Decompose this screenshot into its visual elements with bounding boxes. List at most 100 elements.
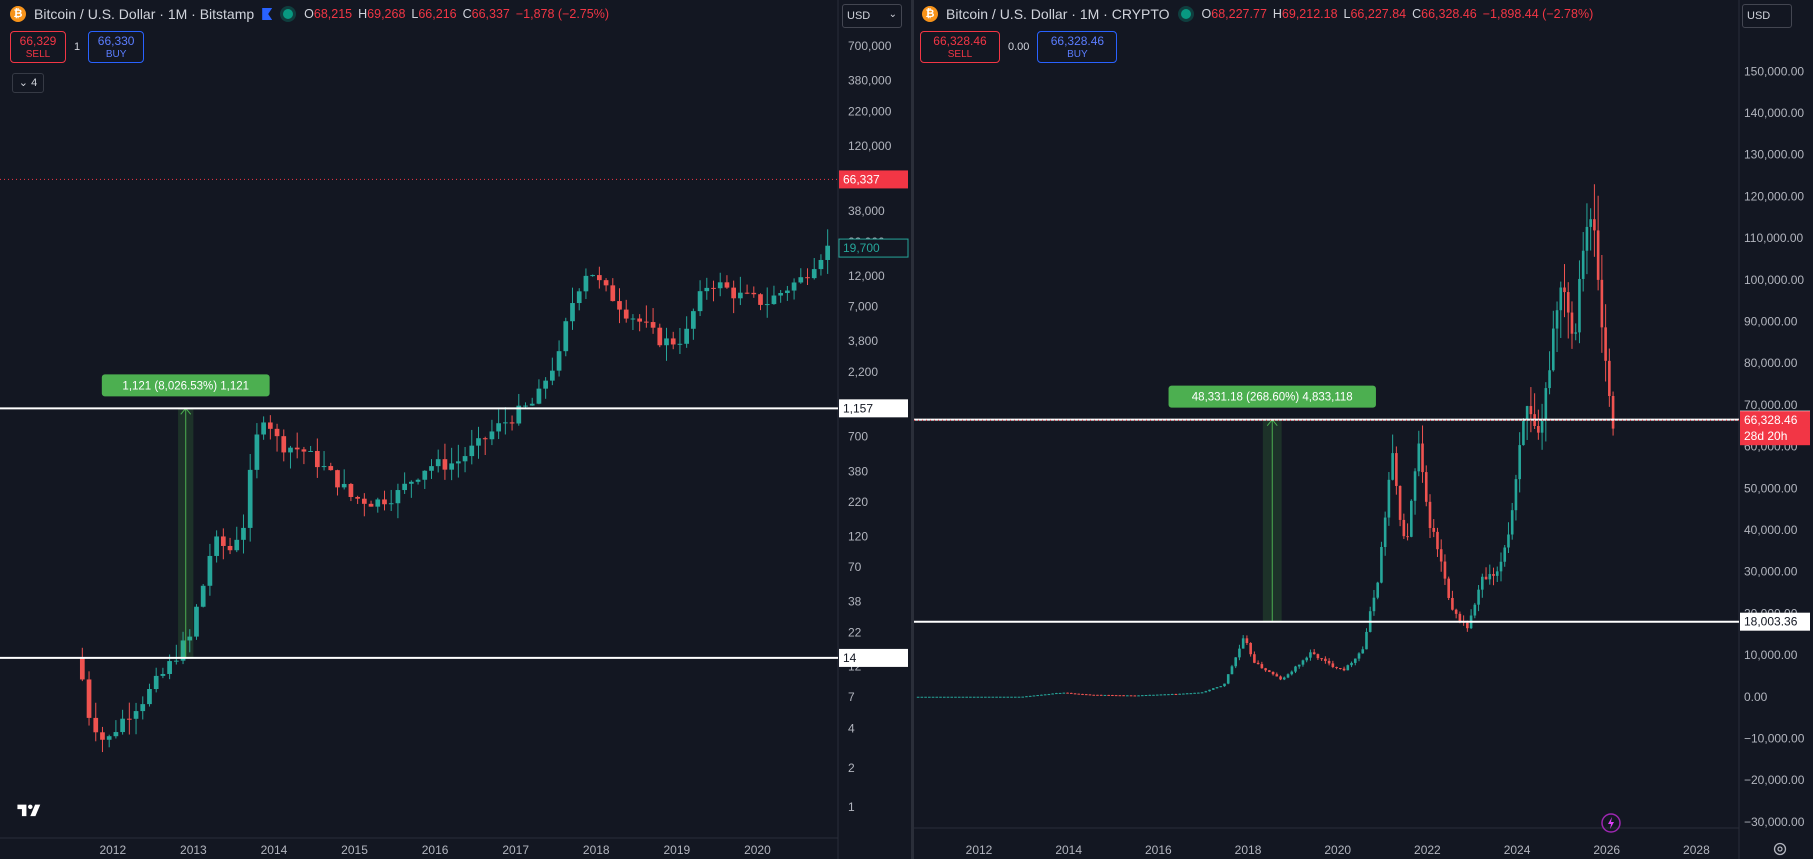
- candle-body: [1148, 694, 1152, 696]
- market-open-icon: [283, 9, 294, 19]
- candle-body: [1260, 664, 1264, 669]
- candle-body: [999, 696, 1002, 698]
- right-currency-select[interactable]: USD: [1742, 4, 1792, 28]
- candle-body: [664, 338, 669, 346]
- left-chart-canvas[interactable]: 700,000380,000220,000120,00065,00038,000…: [0, 0, 911, 859]
- candle-body: [939, 696, 942, 698]
- candle-body: [422, 470, 428, 480]
- candle-body: [570, 303, 575, 322]
- tradingview-logo[interactable]: [14, 802, 44, 820]
- candle-body: [1473, 604, 1477, 616]
- candle-body: [1058, 692, 1062, 694]
- candle-body: [294, 447, 300, 450]
- candle-body: [167, 661, 172, 674]
- left-currency-select[interactable]: USD ⌄: [842, 4, 902, 28]
- y-tick-label: −20,000.00: [1744, 773, 1805, 787]
- candle-body: [442, 459, 448, 470]
- left-symbol-title[interactable]: Bitcoin / U.S. Dollar · 1M · Bitstamp: [34, 6, 255, 22]
- price-label: 66,328.46: [1744, 413, 1798, 427]
- y-tick-label: 70: [848, 560, 862, 574]
- candle-body: [1241, 638, 1245, 649]
- candle-body: [758, 294, 763, 305]
- candle-body: [1043, 694, 1047, 696]
- candle-body: [496, 423, 501, 432]
- candle-body: [1585, 226, 1589, 251]
- candle-body: [1353, 658, 1357, 663]
- candle-body: [234, 539, 240, 551]
- left-chart-pane[interactable]: 700,000380,000220,000120,00065,00038,000…: [0, 0, 911, 859]
- candle-body: [1439, 549, 1443, 562]
- candle-body: [1051, 693, 1054, 695]
- candle-body: [957, 696, 961, 698]
- candle-body: [1144, 695, 1148, 697]
- candle-body: [529, 403, 535, 406]
- candle-body: [791, 282, 797, 291]
- x-tick-label: 2017: [502, 843, 529, 857]
- settings-gear-icon[interactable]: [1772, 841, 1788, 857]
- candle-body: [778, 293, 784, 296]
- right-buy-button[interactable]: 66,328.46 BUY: [1037, 31, 1118, 63]
- candle-body: [1540, 419, 1544, 433]
- right-chart-canvas[interactable]: 150,000.00 140,000.00 130,000.00 120,000.00…: [914, 0, 1813, 859]
- candle-body: [965, 696, 968, 698]
- candle-body: [1081, 693, 1084, 695]
- flag-icon[interactable]: [262, 8, 273, 20]
- indicators-toggle-button[interactable]: ⌄ 4: [12, 73, 44, 93]
- candle-body: [1189, 693, 1193, 695]
- right-ohlc: O68,227.77 H69,212.18 L66,227.84 C66,328…: [1201, 7, 1594, 21]
- candle-body: [1305, 657, 1309, 661]
- candle-body: [1406, 536, 1409, 538]
- candle-body: [1312, 652, 1316, 655]
- candle-body: [1167, 694, 1170, 696]
- candle-body: [153, 675, 159, 689]
- candle-body: [194, 606, 199, 637]
- candle-body: [1092, 694, 1096, 696]
- right-chart-pane[interactable]: 150,000.00 140,000.00 130,000.00 120,000.00…: [914, 0, 1813, 859]
- candle-body: [1211, 688, 1215, 690]
- candle-body: [1234, 657, 1238, 667]
- candle-body: [1488, 574, 1492, 580]
- candle-body: [214, 536, 219, 556]
- candle-body: [1036, 695, 1039, 697]
- candle-body: [751, 292, 757, 295]
- candle-body: [1525, 406, 1529, 421]
- candle-body: [1155, 694, 1159, 696]
- candle-body: [1391, 453, 1394, 480]
- sparkle-icon[interactable]: [1600, 812, 1622, 834]
- candle-body: [738, 292, 743, 299]
- candle-body: [1574, 332, 1578, 334]
- pane-divider[interactable]: [911, 0, 914, 859]
- candle-body: [348, 483, 354, 497]
- candle-body: [920, 696, 924, 698]
- y-tick-label: 38,000: [848, 204, 885, 218]
- y-tick-label: 38: [848, 594, 862, 608]
- y-tick-label: 30,000.00: [1744, 565, 1798, 579]
- candle-body: [630, 318, 636, 320]
- candle-body: [1589, 219, 1592, 227]
- left-sell-button[interactable]: 66,329 SELL: [10, 31, 66, 63]
- candle-body: [1492, 574, 1495, 576]
- candle-body: [1458, 613, 1462, 622]
- candle-body: [550, 370, 555, 381]
- indicators-count: 4: [31, 77, 38, 89]
- chevron-down-icon: ⌄: [18, 77, 29, 89]
- candle-body: [415, 479, 421, 482]
- candle-body: [207, 555, 213, 586]
- price-label-box: [1740, 612, 1810, 631]
- candle-body: [1271, 671, 1275, 675]
- candle-body: [227, 545, 233, 551]
- candle-body: [924, 696, 927, 698]
- right-symbol-title[interactable]: Bitcoin / U.S. Dollar · 1M · CRYPTO: [946, 6, 1170, 22]
- candle-body: [1126, 695, 1129, 697]
- left-buy-button[interactable]: 66,330 BUY: [88, 31, 145, 63]
- candle-body: [1174, 693, 1178, 695]
- candle-body: [86, 679, 92, 718]
- candle-body: [1111, 695, 1114, 697]
- candle-body: [341, 483, 347, 488]
- candle-body: [1578, 278, 1581, 333]
- candle-body: [1350, 662, 1353, 666]
- candle-body: [1357, 653, 1361, 659]
- candle-body: [1484, 576, 1488, 580]
- candle-body: [1387, 479, 1391, 518]
- right-sell-button[interactable]: 66,328.46 SELL: [920, 31, 1000, 63]
